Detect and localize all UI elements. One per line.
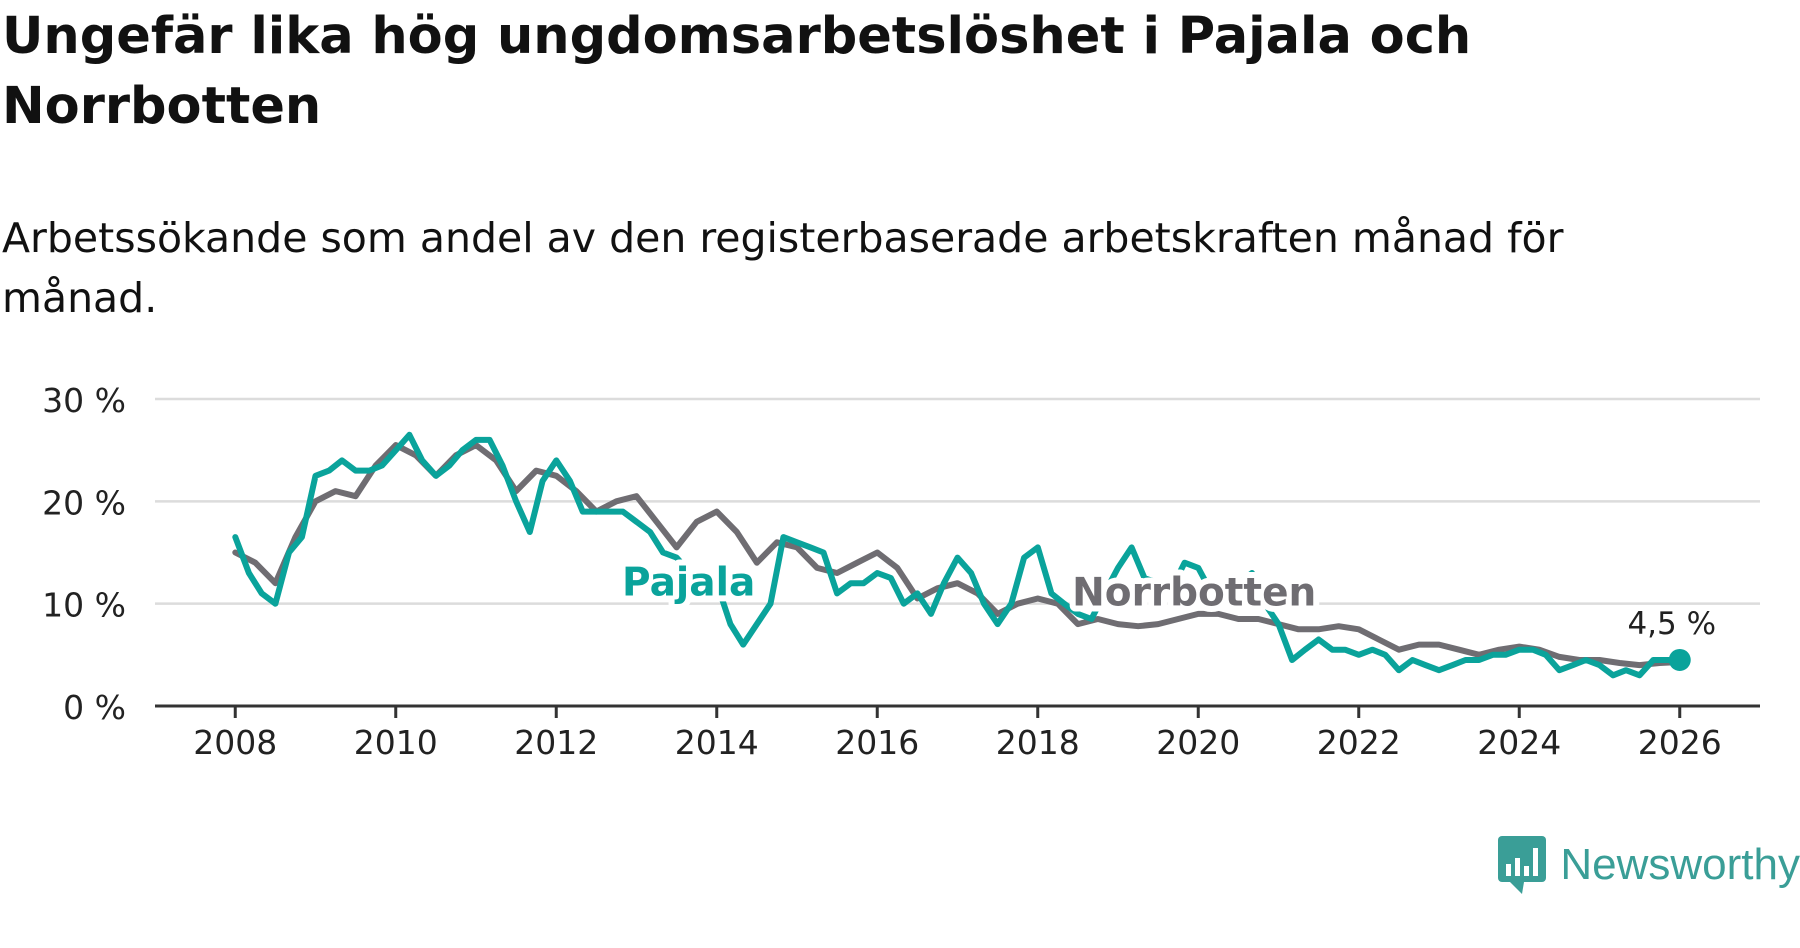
x-tick-label: 2016 (835, 723, 919, 762)
x-tick-label: 2014 (675, 723, 759, 762)
x-tick-label: 2018 (996, 723, 1080, 762)
x-tick-label: 2026 (1638, 723, 1722, 762)
series-line-pajala (232, 431, 1683, 679)
x-tick-label: 2022 (1317, 723, 1401, 762)
x-tick-label: 2010 (354, 723, 438, 762)
x-tick-label: 2008 (193, 723, 277, 762)
y-tick-label: 10 % (42, 586, 126, 625)
y-tick-label: 30 % (42, 381, 126, 420)
series-label-halo-norrbotten: Norrbotten (1072, 571, 1316, 616)
series-label-pajala: Pajala (622, 560, 755, 605)
brand-name: Newsworthy (1560, 840, 1800, 889)
series-label-halo-pajala: Pajala (622, 560, 755, 605)
brand-logo: Newsworthy (1496, 834, 1800, 896)
series-lines (232, 431, 1683, 679)
y-tick-label: 20 % (42, 483, 126, 522)
y-tick-label: 0 % (63, 688, 126, 727)
y-axis-labels: 0 % 10 % 20 % 30 % (42, 381, 126, 727)
x-tick-label: 2012 (514, 723, 598, 762)
annotations: 4,5 % (1627, 606, 1716, 671)
last-value-label: 4,5 % (1627, 606, 1716, 642)
last-point-marker (1668, 648, 1691, 671)
series-label-norrbotten: Norrbotten (1072, 571, 1316, 616)
chart-title: Ungefär lika hög ungdomsarbetslöshet i P… (2, 7, 1472, 136)
x-axis: 2008 2010 2012 2014 2016 2018 2020 2022 2024 2026 (155, 704, 1760, 762)
chart-subtitle: Arbetssökande som andel av den registerb… (2, 214, 1564, 322)
x-tick-label: 2020 (1156, 723, 1240, 762)
series-line-norrbotten (232, 442, 1683, 669)
grid-lines (155, 397, 1760, 605)
newsworthy-logo-icon (1498, 836, 1547, 894)
x-tick-label: 2024 (1477, 723, 1561, 762)
